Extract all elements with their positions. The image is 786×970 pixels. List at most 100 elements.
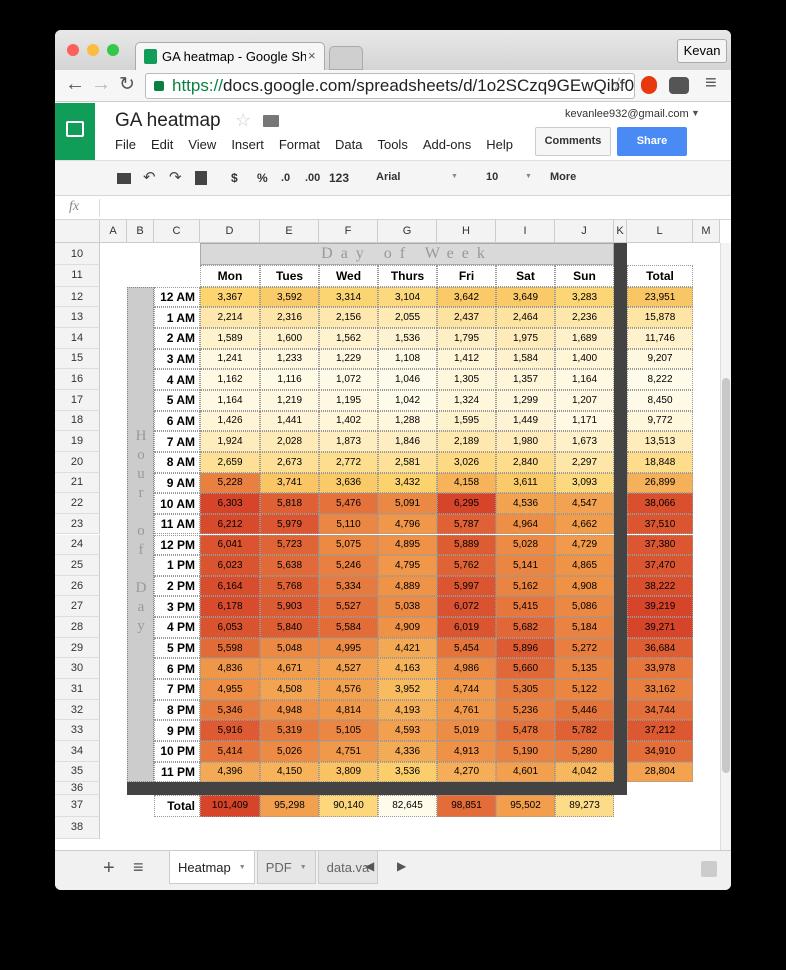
row-header[interactable]: 15 xyxy=(55,348,100,370)
close-button[interactable] xyxy=(67,44,79,56)
column-header[interactable]: F xyxy=(319,220,378,243)
menu-item[interactable]: Edit xyxy=(150,137,174,152)
undo-icon[interactable]: ↶ xyxy=(143,169,156,186)
browser-menu[interactable]: ≡ xyxy=(705,72,717,94)
print-icon[interactable] xyxy=(117,173,131,184)
pocket-icon[interactable] xyxy=(669,77,689,94)
minimize-button[interactable] xyxy=(87,44,99,56)
row-header[interactable]: 37 xyxy=(55,794,100,817)
redo-icon[interactable]: ↷ xyxy=(169,169,182,186)
column-header[interactable]: E xyxy=(260,220,319,243)
row-header[interactable]: 26 xyxy=(55,575,100,597)
tab-dropdown[interactable]: ▼ xyxy=(238,863,246,871)
column-header[interactable]: K xyxy=(614,220,627,243)
row-header[interactable]: 31 xyxy=(55,679,100,700)
new-tab[interactable] xyxy=(329,46,363,70)
increase-decimal[interactable]: .00 xyxy=(305,172,321,184)
row-header[interactable]: 18 xyxy=(55,410,100,432)
row-header[interactable]: 12 xyxy=(55,286,100,308)
row-header[interactable]: 22 xyxy=(55,493,100,514)
profile-button[interactable]: Kevan xyxy=(677,39,727,63)
tab-dropdown[interactable]: ▼ xyxy=(299,863,307,871)
font-dropdown[interactable]: ▼ xyxy=(451,173,458,180)
column-header[interactable]: A xyxy=(100,220,127,243)
column-header[interactable]: B xyxy=(127,220,154,243)
back-button[interactable]: ← xyxy=(65,73,85,95)
column-header[interactable]: L xyxy=(627,220,693,243)
scrollbar[interactable] xyxy=(720,243,731,850)
folder-icon[interactable] xyxy=(263,115,279,127)
bookmark-star[interactable]: ☆ xyxy=(611,74,628,94)
tab-scroll-left[interactable]: ◀ xyxy=(365,859,375,873)
row-header[interactable]: 20 xyxy=(55,451,100,473)
account-email[interactable]: kevanlee932@gmail.com xyxy=(565,108,689,120)
extension-icon[interactable] xyxy=(641,76,657,94)
column-header[interactable]: G xyxy=(378,220,437,243)
star-icon[interactable]: ☆ xyxy=(235,110,252,130)
row-header[interactable]: 16 xyxy=(55,369,100,390)
sheet-tab[interactable]: PDF ▼ xyxy=(256,851,316,884)
row-header[interactable]: 11 xyxy=(55,265,100,287)
paint-format-icon[interactable] xyxy=(195,171,207,185)
format-menu[interactable]: 123 xyxy=(329,171,350,185)
forward-button[interactable]: → xyxy=(91,73,111,95)
row-header[interactable]: 17 xyxy=(55,389,100,411)
row-header[interactable]: 14 xyxy=(55,328,100,349)
currency-button[interactable]: $ xyxy=(231,171,238,185)
menu-item[interactable]: File xyxy=(115,137,136,152)
row-header[interactable]: 10 xyxy=(55,243,100,265)
row-header[interactable]: 34 xyxy=(55,741,100,762)
row-header[interactable]: 32 xyxy=(55,699,100,721)
add-sheet[interactable]: + xyxy=(103,857,115,879)
menu-item[interactable]: Format xyxy=(278,137,320,152)
percent-button[interactable]: % xyxy=(257,171,268,185)
column-header[interactable]: I xyxy=(496,220,555,243)
row-header[interactable]: 36 xyxy=(55,782,100,795)
row-header[interactable]: 28 xyxy=(55,617,100,638)
more-menu[interactable]: More xyxy=(550,171,577,183)
tab-scroll-right[interactable]: ▶ xyxy=(397,859,407,873)
row-header[interactable]: 29 xyxy=(55,637,100,659)
row-header[interactable]: 38 xyxy=(55,816,100,839)
font-menu[interactable]: Arial xyxy=(376,171,401,183)
menu-item[interactable]: View xyxy=(188,137,217,152)
column-header[interactable]: J xyxy=(555,220,614,243)
share-button[interactable]: Share xyxy=(617,127,687,156)
row-header[interactable]: 25 xyxy=(55,555,100,576)
column-header[interactable]: D xyxy=(200,220,260,243)
menu-item[interactable]: Help xyxy=(486,137,513,152)
account-dropdown[interactable]: ▼ xyxy=(691,108,700,118)
size-menu[interactable]: 10 xyxy=(486,171,499,183)
menu-item[interactable]: Tools xyxy=(377,137,408,152)
row-header[interactable]: 33 xyxy=(55,720,100,741)
menu-item[interactable]: Add-ons xyxy=(422,137,472,152)
formula-bar[interactable]: fx xyxy=(55,196,731,220)
browser-tab[interactable]: GA heatmap - Google Shee × xyxy=(135,42,325,70)
row-header[interactable]: 23 xyxy=(55,513,100,535)
all-sheets[interactable]: ≡ xyxy=(133,857,144,877)
row-header[interactable]: 24 xyxy=(55,534,100,556)
row-header[interactable]: 19 xyxy=(55,431,100,452)
column-header[interactable]: M xyxy=(693,220,720,243)
comments-button[interactable]: Comments xyxy=(535,127,611,156)
row-header[interactable]: 27 xyxy=(55,596,100,618)
url-bar[interactable]: https://docs.google.com/spreadsheets/d/1… xyxy=(145,73,635,99)
sheet-tab[interactable]: Heatmap ▼ xyxy=(169,851,255,884)
menu-item[interactable]: Data xyxy=(335,137,363,152)
sheets-logo[interactable] xyxy=(55,103,95,160)
sheet-tab[interactable]: data.va xyxy=(317,851,379,884)
menu-item[interactable]: Insert xyxy=(231,137,264,152)
decrease-decimal[interactable]: .0 xyxy=(281,172,291,184)
row-header[interactable]: 13 xyxy=(55,307,100,328)
column-header[interactable]: C xyxy=(154,220,200,243)
reload-button[interactable]: ↻ xyxy=(119,74,135,95)
row-header[interactable]: 35 xyxy=(55,761,100,783)
zoom-button[interactable] xyxy=(107,44,119,56)
row-header[interactable]: 30 xyxy=(55,658,100,680)
size-dropdown[interactable]: ▼ xyxy=(525,173,532,180)
scroll-thumb[interactable] xyxy=(722,378,730,773)
explore-button[interactable] xyxy=(701,861,717,877)
doc-title[interactable]: GA heatmap xyxy=(115,110,221,131)
row-header[interactable]: 21 xyxy=(55,472,100,494)
tab-close[interactable]: × xyxy=(308,48,316,63)
